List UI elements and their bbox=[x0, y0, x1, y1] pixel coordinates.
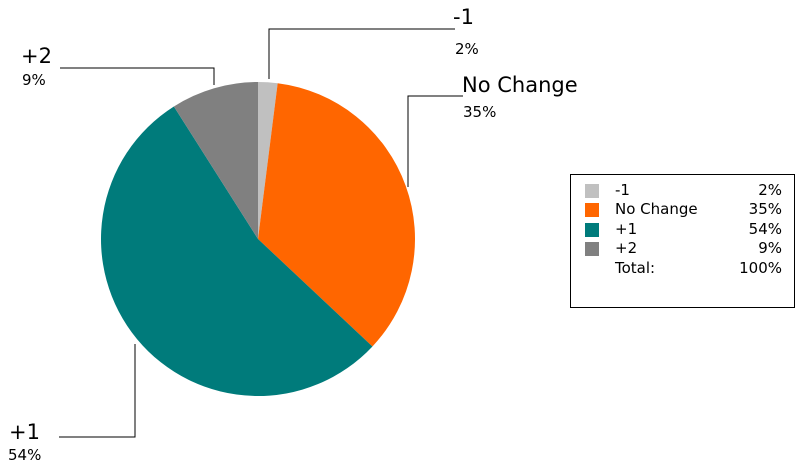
leader-line-plusminus-1 bbox=[59, 344, 136, 438]
chart-legend: -1 2% No Change 35% +1 54% +2 9% Total: … bbox=[570, 174, 795, 308]
slice-pct-plusminus-1: 54% bbox=[8, 446, 41, 464]
legend-total-value: 100% bbox=[739, 258, 782, 277]
legend-swatch-plus-1 bbox=[585, 222, 599, 237]
slice-label-plusminus-1: +1 bbox=[9, 420, 40, 444]
pie-slice-plusminus-2 bbox=[173, 82, 258, 239]
legend-swatch-plus-2 bbox=[585, 242, 599, 257]
leader-line-plusminus-2 bbox=[60, 67, 215, 85]
legend-pct-plus-2: 9% bbox=[758, 239, 782, 258]
leader-line-minus-1 bbox=[268, 28, 455, 79]
pie-slice-plusminus-1 bbox=[101, 106, 373, 396]
legend-label-plus-2: +2 bbox=[615, 239, 638, 258]
legend-pct-no-change: 35% bbox=[748, 200, 782, 219]
legend-pct-minus-1: 2% bbox=[758, 181, 782, 199]
slice-pct-no-change: 35% bbox=[463, 103, 496, 121]
legend-label-no-change: No Change bbox=[615, 200, 698, 219]
legend-item-minus-1: -1 2% bbox=[571, 181, 794, 200]
legend-total-row: Total: 100% bbox=[571, 259, 794, 278]
legend-swatch-minus-1 bbox=[585, 184, 599, 198]
legend-swatch-no-change bbox=[585, 203, 599, 218]
legend-item-plus-1: +1 54% bbox=[571, 220, 794, 239]
legend-label-minus-1: -1 bbox=[615, 181, 630, 199]
slice-label-plusminus-2: +2 bbox=[21, 44, 52, 68]
legend-label-plus-1: +1 bbox=[615, 219, 638, 238]
pie-slice-no-change bbox=[258, 83, 416, 347]
leader-line-no-change bbox=[407, 95, 463, 187]
legend-item-no-change: No Change 35% bbox=[571, 200, 794, 219]
pie-slice-minus-1 bbox=[258, 82, 278, 239]
slice-label-no-change: No Change bbox=[462, 73, 578, 97]
legend-item-plus-2: +2 9% bbox=[571, 239, 794, 258]
legend-total-label: Total: bbox=[615, 258, 656, 277]
slice-label-minus-1: -1 bbox=[453, 5, 474, 29]
legend-pct-plus-1: 54% bbox=[748, 219, 782, 238]
slice-pct-plusminus-2: 9% bbox=[22, 71, 46, 89]
slice-pct-minus-1: 2% bbox=[455, 40, 479, 58]
